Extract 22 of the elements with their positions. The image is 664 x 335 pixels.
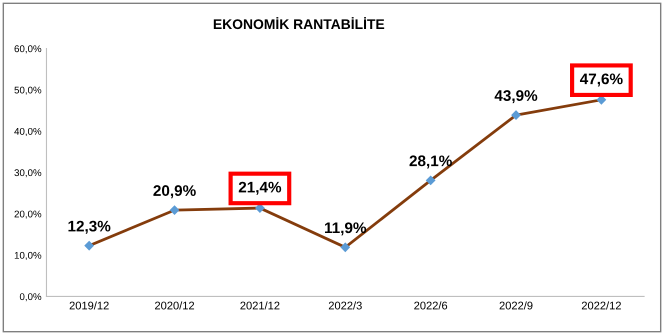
x-tick-label: 2020/12	[155, 301, 194, 310]
data-label: 11,9%	[325, 222, 366, 236]
x-tick-label: 2021/12	[240, 301, 280, 310]
data-label: 28,1%	[410, 155, 452, 168]
x-tick-label: 2019/12	[70, 301, 109, 310]
y-tick-label: 40,0%	[14, 128, 42, 136]
y-tick-label: 20,0%	[14, 210, 42, 219]
data-label: 12,3%	[68, 220, 110, 234]
y-tick-label: 50,0%	[14, 86, 42, 95]
x-tick-label: 2022/6	[414, 301, 448, 310]
chart-title: EKONOMİK RANTABİLİTE	[214, 17, 384, 30]
annotation: 21,4%	[238, 182, 282, 195]
y-tick-label: 30,0%	[14, 169, 42, 178]
y-tick-label: 0,0%	[20, 293, 42, 302]
data-label: 20,9%	[153, 185, 196, 198]
x-tick-label: 2022/3	[328, 301, 362, 310]
x-tick-label: 2022/9	[500, 301, 532, 310]
y-tick-label: 60,0%	[14, 45, 42, 54]
annotation: 47,6%	[580, 73, 623, 87]
y-tick-label: 10,0%	[14, 252, 42, 260]
x-tick-label: 2022/12	[582, 301, 621, 310]
data-label: 43,9%	[494, 90, 538, 104]
